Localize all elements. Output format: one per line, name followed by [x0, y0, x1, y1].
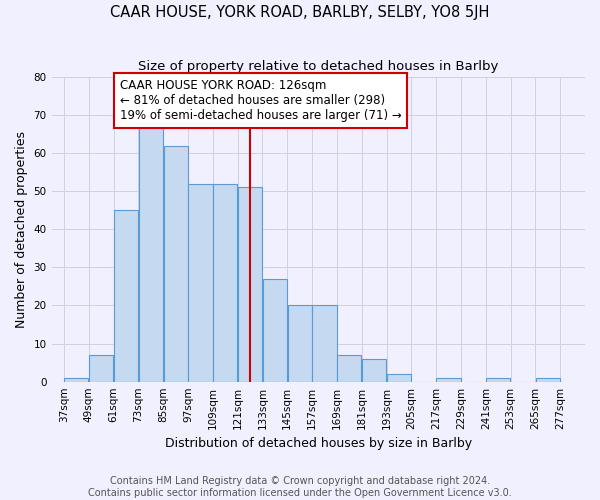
Text: Contains HM Land Registry data © Crown copyright and database right 2024.
Contai: Contains HM Land Registry data © Crown c… [88, 476, 512, 498]
Bar [139, 126, 163, 382]
Title: Size of property relative to detached houses in Barlby: Size of property relative to detached ho… [138, 60, 499, 73]
X-axis label: Distribution of detached houses by size in Barlby: Distribution of detached houses by size … [165, 437, 472, 450]
Bar [313, 306, 337, 382]
Bar [436, 378, 461, 382]
Bar [536, 378, 560, 382]
Bar [486, 378, 510, 382]
Bar [164, 146, 188, 382]
Bar [238, 188, 262, 382]
Bar [362, 359, 386, 382]
Bar [263, 279, 287, 382]
Bar [188, 184, 212, 382]
Bar [387, 374, 411, 382]
Text: CAAR HOUSE YORK ROAD: 126sqm
← 81% of detached houses are smaller (298)
19% of s: CAAR HOUSE YORK ROAD: 126sqm ← 81% of de… [120, 79, 401, 122]
Bar [64, 378, 88, 382]
Bar [287, 306, 312, 382]
Y-axis label: Number of detached properties: Number of detached properties [15, 131, 28, 328]
Text: CAAR HOUSE, YORK ROAD, BARLBY, SELBY, YO8 5JH: CAAR HOUSE, YORK ROAD, BARLBY, SELBY, YO… [110, 5, 490, 20]
Bar [213, 184, 238, 382]
Bar [337, 355, 361, 382]
Bar [89, 355, 113, 382]
Bar [114, 210, 138, 382]
